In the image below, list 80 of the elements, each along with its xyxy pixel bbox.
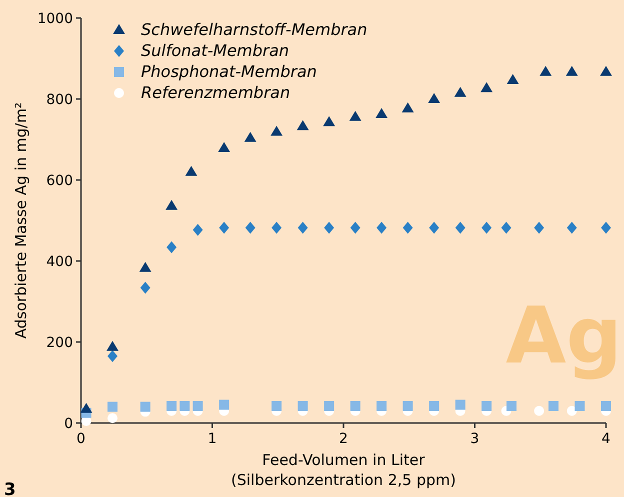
point	[108, 350, 118, 362]
point	[245, 222, 256, 234]
legend-label: Schwefelharnstoff-Membran	[141, 20, 368, 39]
point	[272, 400, 282, 411]
point	[272, 222, 282, 234]
point	[566, 66, 578, 76]
point	[455, 400, 466, 410]
point	[601, 222, 611, 234]
y-tick-label: 1000	[37, 11, 73, 27]
point	[402, 400, 413, 411]
y-tick-label: 600	[46, 173, 73, 189]
point	[534, 406, 544, 416]
point	[108, 413, 118, 424]
point	[566, 406, 577, 416]
point	[106, 340, 118, 351]
legend-label: Referenzmembran	[141, 83, 290, 102]
point	[324, 400, 334, 411]
point	[140, 402, 150, 412]
point	[402, 102, 414, 112]
point	[482, 222, 492, 234]
point	[219, 222, 230, 234]
point	[192, 400, 203, 411]
x-tick-label: 2	[339, 431, 348, 447]
y-tick-label: 800	[46, 92, 73, 108]
point	[454, 86, 466, 97]
legend-label: Sulfonat-Membran	[141, 41, 290, 60]
point	[185, 166, 198, 176]
point	[166, 241, 177, 254]
point	[139, 262, 152, 272]
point	[480, 82, 493, 92]
x-tick-label: 1	[208, 431, 217, 447]
point	[376, 222, 387, 234]
point	[601, 400, 611, 411]
point	[244, 132, 256, 142]
point	[534, 222, 544, 234]
point	[324, 222, 334, 234]
x-tick-label: 4	[602, 431, 611, 447]
point	[166, 200, 178, 210]
point	[298, 222, 308, 234]
point	[323, 116, 336, 126]
point	[506, 74, 519, 84]
point	[166, 400, 177, 411]
x-axis-title: Feed-Volumen in Liter (Silberkonzentration 2,5 ppm)	[231, 451, 456, 489]
point	[501, 222, 512, 234]
point	[455, 222, 466, 234]
point	[540, 66, 552, 76]
point	[270, 126, 283, 136]
legend-label: Phosphonat-Membran	[141, 62, 317, 81]
point	[108, 402, 118, 412]
point	[192, 224, 203, 236]
point	[140, 282, 150, 294]
x-tick-label: 3	[470, 431, 480, 447]
point	[296, 120, 309, 130]
y-tick-label: 0	[64, 416, 73, 432]
point	[219, 400, 230, 410]
point	[350, 400, 360, 411]
x-tick-label: 0	[76, 431, 86, 447]
point	[429, 222, 440, 234]
point	[180, 400, 190, 411]
annotation: Ag	[506, 291, 622, 382]
y-tick-label: 400	[46, 254, 73, 270]
point	[574, 400, 585, 411]
point	[376, 400, 387, 411]
y-axis-title: Adsorbierte Masse Ag in mg/m²	[12, 102, 30, 339]
point	[428, 93, 440, 103]
point	[80, 402, 92, 413]
point	[566, 222, 577, 234]
point	[218, 142, 230, 152]
point	[376, 108, 388, 118]
y-tick-label: 200	[46, 335, 73, 351]
point	[349, 110, 362, 121]
point	[298, 400, 308, 411]
point	[548, 400, 558, 411]
point	[600, 66, 612, 76]
point	[350, 222, 360, 234]
point	[506, 400, 516, 411]
text: 3	[4, 480, 16, 497]
point	[482, 400, 492, 411]
point	[402, 222, 413, 234]
point	[429, 400, 440, 411]
